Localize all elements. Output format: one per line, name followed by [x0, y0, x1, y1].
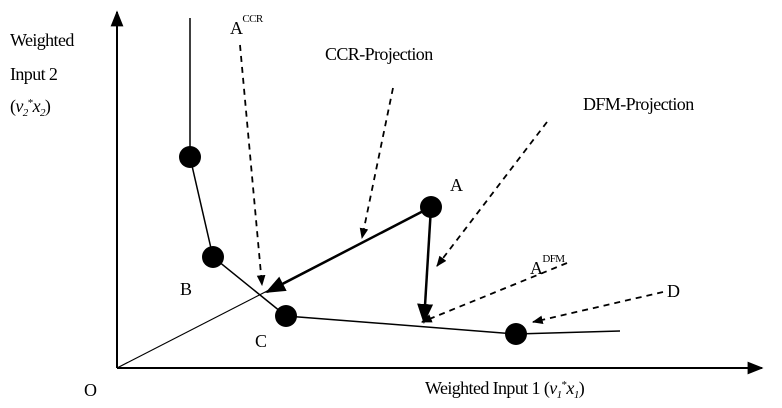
- dfm-projection-arrow: [417, 206, 434, 324]
- text: *: [562, 379, 567, 391]
- text: 2: [40, 107, 46, 119]
- text: v: [15, 96, 23, 116]
- frontier: [189, 18, 621, 335]
- text: A: [230, 18, 243, 38]
- text: (: [10, 96, 16, 117]
- points: [179, 146, 527, 345]
- pointer: [436, 121, 548, 267]
- y-axis-label: Input 2: [10, 64, 57, 84]
- text: v: [549, 378, 557, 398]
- text: *: [28, 97, 33, 109]
- lines: [110, 10, 764, 375]
- pointers: [239, 44, 664, 325]
- label: ACCR: [230, 13, 264, 38]
- label: ADFM: [530, 253, 565, 278]
- label: DFM-Projection: [583, 94, 694, 114]
- text: CCR: [242, 13, 263, 25]
- text: 1: [574, 389, 579, 401]
- label: D: [667, 281, 680, 301]
- text: ): [579, 378, 585, 399]
- pointer: [420, 262, 568, 323]
- pointer: [359, 87, 394, 240]
- label: A: [450, 175, 463, 195]
- pointer: [239, 44, 266, 287]
- point: [202, 246, 224, 268]
- text: DFM: [542, 253, 565, 265]
- point: [179, 146, 201, 168]
- text: x: [32, 96, 41, 116]
- y-axis-label: Weighted: [10, 30, 74, 50]
- point: [275, 305, 297, 327]
- pointer: [531, 291, 664, 325]
- x-axis-label: Weighted Input 1 (v1*x1): [425, 378, 585, 401]
- label: C: [255, 331, 267, 351]
- text: ): [45, 96, 51, 117]
- ccr-projection-arrow: [265, 205, 432, 294]
- point: [420, 196, 442, 218]
- point: [505, 323, 527, 345]
- text: 1: [557, 389, 562, 401]
- label: B: [180, 279, 192, 299]
- text: Weighted Input 1 (: [425, 378, 550, 399]
- text: x: [565, 378, 574, 398]
- label: CCR-Projection: [325, 44, 433, 64]
- label: O: [84, 380, 97, 400]
- text: 2: [23, 107, 29, 119]
- text: A: [530, 258, 543, 278]
- y-axis-formula: (v2*x2): [10, 96, 51, 119]
